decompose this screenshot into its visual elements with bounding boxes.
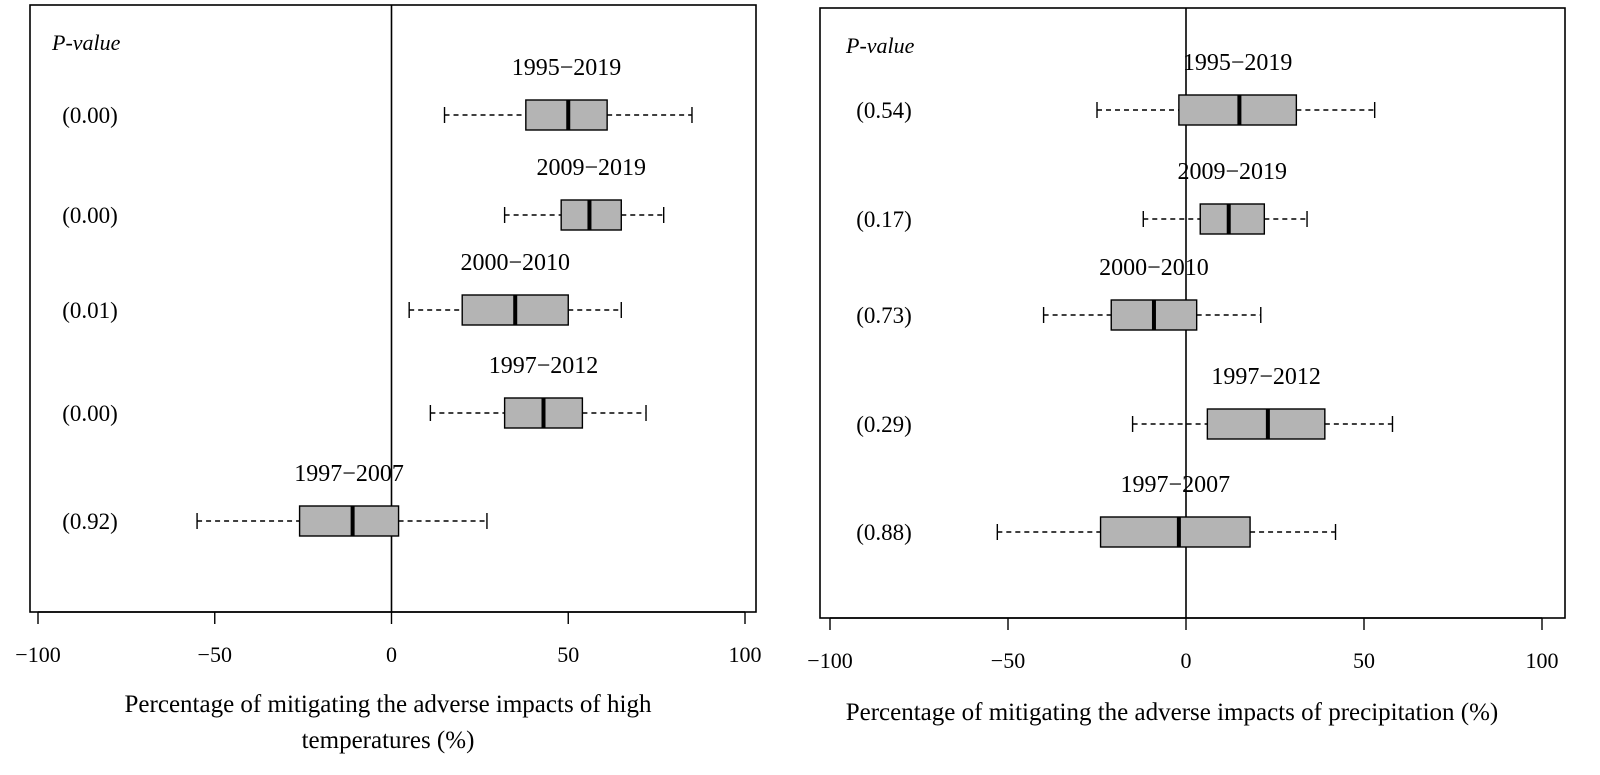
pvalue-header: P-value [51,30,121,55]
period-label: 1997−2012 [1211,364,1321,390]
x-tick-label: −50 [198,642,232,667]
box-series: 1997−2007 (0.92) [62,461,488,537]
box-series: 1997−2007 (0.88) [856,472,1337,548]
pvalue-label: (0.00) [62,401,118,426]
period-label: 2000−2010 [1099,255,1209,281]
pvalue-label: (0.00) [62,103,118,128]
x-axis-label: temperatures (%) [302,727,475,754]
box-series: 2000−2010 (0.01) [62,250,622,326]
box-series: 2009−2019 (0.17) [856,159,1308,235]
x-tick-label: −100 [15,642,60,667]
period-label: 1997−2007 [294,461,404,487]
pvalue-label: (0.92) [62,509,118,534]
pvalue-label: (0.00) [62,203,118,228]
box-series: 1995−2019 (0.00) [62,55,693,131]
x-tick-label: 100 [1526,648,1559,673]
iqr-box [1099,516,1251,548]
x-tick-label: 50 [1353,648,1375,673]
pvalue-label: (0.29) [856,412,912,437]
x-tick-label: 50 [557,642,579,667]
box-series: 1997−2012 (0.00) [62,353,647,429]
pvalue-header: P-value [845,33,915,58]
x-axis-label: Percentage of mitigating the adverse imp… [846,699,1499,726]
panel-precipitation: −100 −50 0 50 100 Percentage of mitigating th… [807,7,1566,726]
pvalue-label: (0.17) [856,207,912,232]
x-tick-label: 0 [386,642,397,667]
pvalue-label: (0.73) [856,303,912,328]
box-series: 2009−2019 (0.00) [62,155,665,231]
x-axis-label: Percentage of mitigating the adverse imp… [125,691,652,718]
panel-high-temperature: −100 −50 0 50 100 Percentage of mitigating th… [15,4,762,754]
period-label: 1995−2019 [512,55,622,81]
iqr-box [1199,203,1266,235]
box-series: 2000−2010 (0.73) [856,255,1262,331]
period-label: 1995−2019 [1183,50,1293,76]
box-series: 1995−2019 (0.54) [856,50,1376,126]
x-tick-label: 100 [729,642,762,667]
pvalue-label: (0.54) [856,98,912,123]
x-tick-label: −100 [807,648,852,673]
period-label: 2009−2019 [536,155,646,181]
x-tick-label: −50 [991,648,1025,673]
period-label: 1997−2012 [489,353,599,379]
period-label: 2000−2010 [460,250,570,276]
period-label: 2009−2019 [1178,159,1288,185]
pvalue-label: (0.88) [856,520,912,545]
iqr-box [298,505,400,537]
period-label: 1997−2007 [1121,472,1231,498]
box-series: 1997−2012 (0.29) [856,364,1394,440]
pvalue-label: (0.01) [62,298,118,323]
x-tick-label: 0 [1181,648,1192,673]
